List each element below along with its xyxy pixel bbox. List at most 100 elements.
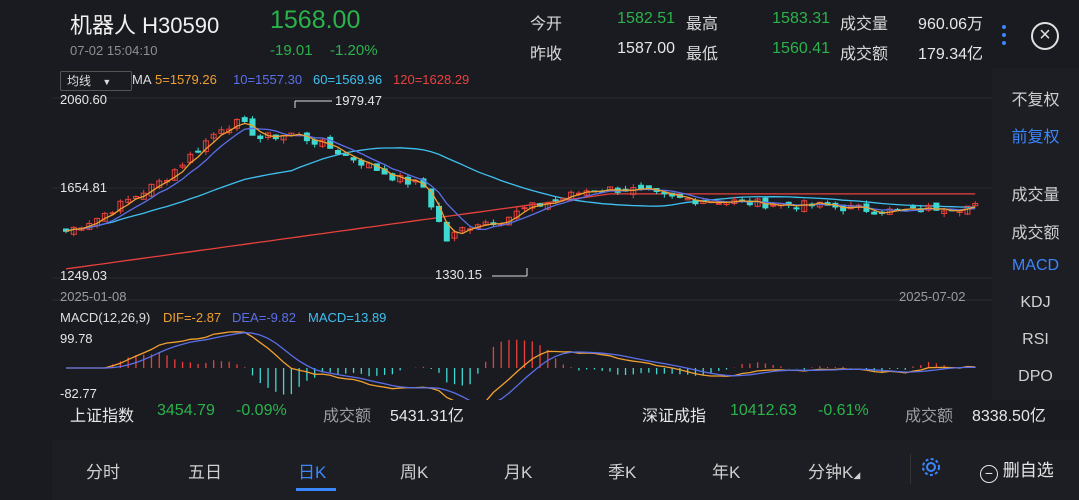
sh-index-name[interactable]: 上证指数 xyxy=(70,408,135,425)
macd-value: MACD=13.89 xyxy=(308,310,387,325)
candle-body xyxy=(218,129,225,134)
ma5-line xyxy=(65,122,976,235)
tab-quarterly-k[interactable]: 季K xyxy=(608,463,637,482)
dea-line xyxy=(66,332,976,400)
candle-body xyxy=(451,231,458,239)
candle-body xyxy=(521,207,528,210)
active-tab-indicator xyxy=(296,488,336,491)
candle-body xyxy=(226,128,233,134)
price-change: -19.01 xyxy=(270,42,313,59)
dropdown-corner-icon: ◢ xyxy=(853,470,861,480)
sz-index-value: 10412.63 xyxy=(730,402,797,419)
macd-label: MACD(12,26,9) xyxy=(60,310,151,325)
candle-body xyxy=(195,150,202,153)
tab-daily-k[interactable]: 日K xyxy=(298,463,327,482)
chart-grid xyxy=(52,97,992,301)
delete-watchlist-label: 删自选 xyxy=(1002,461,1054,480)
candle-body xyxy=(70,226,77,235)
tab-monthly-k[interactable]: 月K xyxy=(504,463,533,482)
sz-amount-label: 成交额 xyxy=(905,408,954,425)
candle-body xyxy=(459,227,466,232)
candle-body xyxy=(630,187,637,195)
close-circle-icon[interactable]: × xyxy=(1031,22,1059,50)
candle-body xyxy=(241,117,248,122)
candle-body xyxy=(638,184,645,190)
sh-index-value: 3454.79 xyxy=(157,402,215,419)
high-label: 最高 xyxy=(686,16,719,33)
volume-value: 960.06万 xyxy=(918,16,983,33)
indicator-amount[interactable]: 成交额 xyxy=(1011,225,1060,242)
candle-body xyxy=(179,164,186,168)
tab-weekly-k[interactable]: 周K xyxy=(400,463,429,482)
option-forward-adjust[interactable]: 前复权 xyxy=(1011,129,1060,146)
candle-body xyxy=(397,174,404,183)
candle-body xyxy=(770,204,777,207)
tab-yearly-k[interactable]: 年K xyxy=(712,463,741,482)
ma60-line xyxy=(65,147,976,232)
open-value: 1582.51 xyxy=(617,10,675,27)
date-end: 2025-07-02 xyxy=(899,289,966,304)
ma5-value: 5=1579.26 xyxy=(155,72,217,87)
indicator-macd[interactable]: MACD xyxy=(1011,257,1060,274)
y-axis-mid: 1654.81 xyxy=(60,180,107,195)
high-value: 1583.31 xyxy=(772,10,830,27)
more-vertical-icon[interactable] xyxy=(996,22,1012,48)
quote-time: 07-02 15:04:10 xyxy=(70,43,158,58)
indicator-rsi[interactable]: RSI xyxy=(1022,331,1049,348)
y-axis-bottom: 1249.03 xyxy=(60,268,107,283)
ma120-value: 120=1628.29 xyxy=(393,72,470,87)
sz-index-pct: -0.61% xyxy=(818,402,869,419)
sz-index-name[interactable]: 深证成指 xyxy=(642,408,707,425)
candle-body xyxy=(933,202,940,211)
candle-body xyxy=(910,206,917,209)
date-start: 2025-01-08 xyxy=(60,289,127,304)
candle-body xyxy=(972,203,979,207)
ma-mode-label: 均线 xyxy=(67,74,92,88)
ma120-path xyxy=(65,193,976,270)
ma120-line xyxy=(65,193,976,270)
ma5-path xyxy=(65,122,976,235)
high-marker: 1979.47 xyxy=(335,93,382,108)
candle-body xyxy=(793,207,800,210)
candle-body xyxy=(552,199,559,202)
chevron-down-icon: ▼ xyxy=(102,77,112,87)
kline-chart[interactable] xyxy=(52,68,992,400)
candle-body xyxy=(342,153,349,156)
tab-intraday[interactable]: 分时 xyxy=(86,463,120,482)
candle-body xyxy=(350,157,357,161)
macd-dif: DIF=-2.87 xyxy=(163,310,222,325)
candle-body xyxy=(404,176,411,185)
indicator-panel: 不复权 前复权 成交量 成交额 MACD KDJ RSI DPO xyxy=(992,68,1079,400)
macd-y-bottom: -82.77 xyxy=(60,386,97,401)
tab-minute-k-label: 分钟K xyxy=(808,463,854,482)
ma60-path xyxy=(65,147,976,232)
indicator-volume[interactable]: 成交量 xyxy=(1011,187,1060,204)
option-no-adjust[interactable]: 不复权 xyxy=(1011,92,1060,109)
candle-body xyxy=(428,188,435,208)
macd-y-top: 99.78 xyxy=(60,331,93,346)
dif-line xyxy=(66,331,976,400)
ma-mode-dropdown[interactable]: 均线 ▼ xyxy=(60,71,132,91)
y-axis-top: 2060.60 xyxy=(60,92,107,107)
candle-body xyxy=(871,211,878,215)
ma60-value: 60=1569.96 xyxy=(313,72,383,87)
tab-five-day[interactable]: 五日 xyxy=(188,463,222,482)
low-label: 最低 xyxy=(686,46,719,63)
sh-amount-value: 5431.31亿 xyxy=(390,408,464,425)
indicator-kdj[interactable]: KDJ xyxy=(1020,294,1051,311)
prev-close-value: 1587.00 xyxy=(617,40,675,57)
candle-body xyxy=(482,221,489,225)
candles xyxy=(63,115,979,242)
ma10-path xyxy=(65,127,976,232)
candle-body xyxy=(715,202,722,205)
low-value: 1560.41 xyxy=(772,40,830,57)
ma-label: MA xyxy=(132,72,152,87)
candle-body xyxy=(257,135,264,140)
last-price: 1568.00 xyxy=(270,6,361,34)
tab-minute-k[interactable]: 分钟K◢ xyxy=(808,458,860,483)
delete-watchlist-button[interactable]: − 删自选 xyxy=(980,456,1054,483)
open-label: 今开 xyxy=(530,16,563,33)
gear-icon[interactable] xyxy=(920,456,942,483)
indicator-dpo[interactable]: DPO xyxy=(1018,368,1053,385)
candle-body xyxy=(529,202,536,209)
